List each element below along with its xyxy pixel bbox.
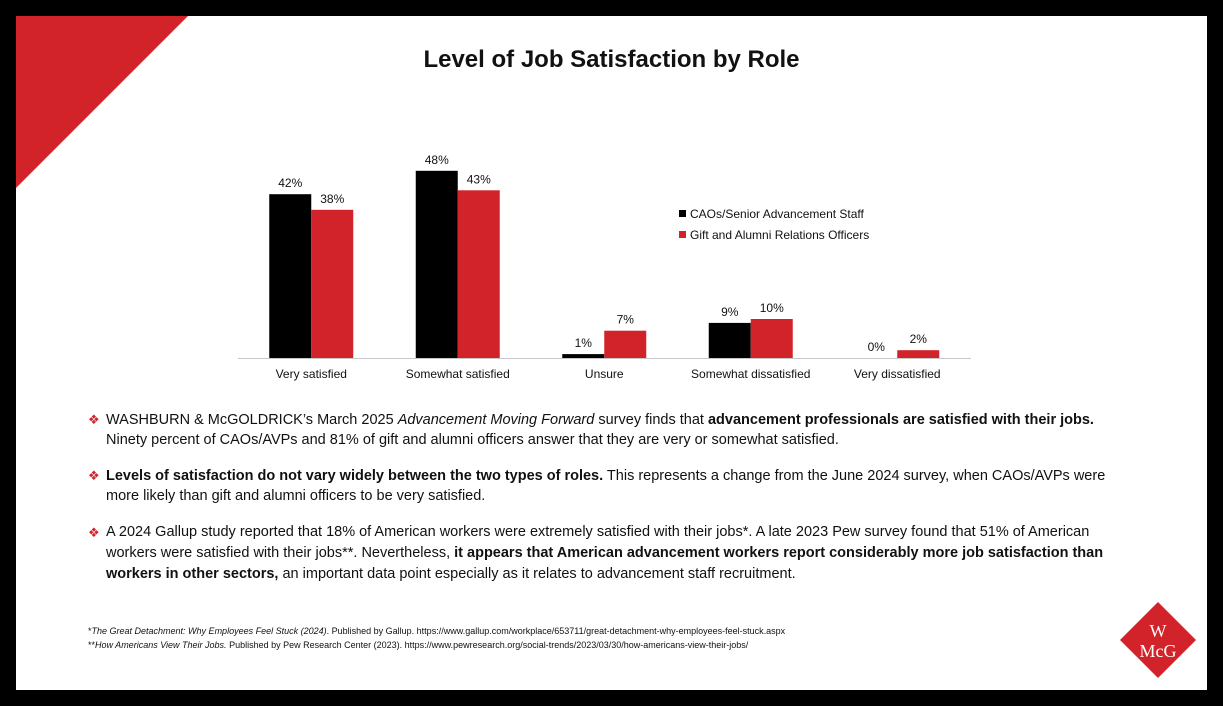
data-label: 43% [467,172,491,186]
diamond-bullet-icon: ❖ [88,468,100,483]
bar-gift-3 [750,319,793,358]
svg-text:W: W [1150,621,1167,641]
text-run: ** [88,640,96,650]
wmcg-logo: W McG [1120,602,1196,683]
text-run: WASHBURN & McGOLDRICK’s March 2025 [106,412,398,428]
text-run: Published by Pew Research Center (2023).… [226,640,749,650]
legend-label: CAOs/Senior Advancement Staff [690,207,865,221]
data-label: 42% [278,176,302,190]
bar-cao-1 [415,170,458,358]
text-run: Ninety percent of CAOs/AVPs and 81% of g… [106,432,839,448]
text-run: it appears that American advancement wor… [106,545,1104,582]
bar-gift-2 [604,330,647,358]
data-label: 7% [617,313,635,327]
bar-gift-4 [897,350,940,358]
text-run: * [88,626,92,636]
legend-swatch [679,210,686,217]
bar-chart: 42% 38% Very satisfied 48% 43% Somewhat satis… [238,153,971,381]
bullet-item: ❖ A 2024 Gallup study reported that 18% o… [88,522,1128,585]
bar-cao-0 [269,194,312,358]
slide: Level of Job Satisfaction by Role 42% 38%… [16,16,1207,690]
data-label: 9% [721,305,739,319]
text-run: an important data point especially as it… [278,566,796,582]
text-run: . Published by Gallup. https://www.gallu… [326,626,786,636]
bar-cao-3 [708,322,751,358]
footnote: *The Great Detachment: Why Employees Fee… [88,624,785,638]
data-label: 0% [868,340,886,354]
category-label: Somewhat satisfied [406,367,510,381]
data-label: 10% [760,301,784,315]
bar-cao-2 [562,354,605,358]
bar-gift-0 [311,209,354,358]
legend-label: Gift and Alumni Relations Officers [690,228,869,242]
data-label: 1% [575,336,593,350]
text-run: This represents a change from the June 2… [106,468,1106,504]
text-run: A 2024 Gallup study reported that 18% of… [106,524,1090,561]
category-label: Very dissatisfied [854,367,941,381]
category-label: Unsure [585,367,624,381]
legend-swatch [679,231,686,238]
data-label: 2% [910,332,928,346]
text-run: The Great Detachment: Why Employees Feel… [91,626,327,636]
diamond-bullet-icon: ❖ [88,525,100,540]
footnote: **How Americans View Their Jobs. Publish… [88,638,785,652]
category-label: Very satisfied [276,367,347,381]
bullet-item: ❖ Levels of satisfaction do not vary wide… [88,466,1128,506]
svg-text:McG: McG [1140,641,1177,661]
bullet-item: ❖ WASHBURN & McGOLDRICK’s March 2025 Adva… [88,410,1128,450]
footnotes: *The Great Detachment: Why Employees Fee… [88,624,785,652]
chart-title: Level of Job Satisfaction by Role [423,46,800,73]
diamond-bullet-icon: ❖ [88,412,100,427]
bullet-list: ❖ WASHBURN & McGOLDRICK’s March 2025 Adva… [88,410,1128,601]
text-run: survey finds that [594,412,708,428]
category-label: Somewhat dissatisfied [691,367,810,381]
text-run: Advancement Moving Forward [397,412,595,428]
text-run: Levels of satisfaction do not vary widel… [106,468,604,484]
text-run: advancement professionals are satisfied … [707,412,1094,428]
data-label: 38% [320,192,344,206]
bar-gift-1 [457,190,500,358]
text-run: How Americans View Their Jobs. [95,640,227,650]
data-label: 48% [425,153,449,167]
red-corner-triangle [16,16,188,188]
